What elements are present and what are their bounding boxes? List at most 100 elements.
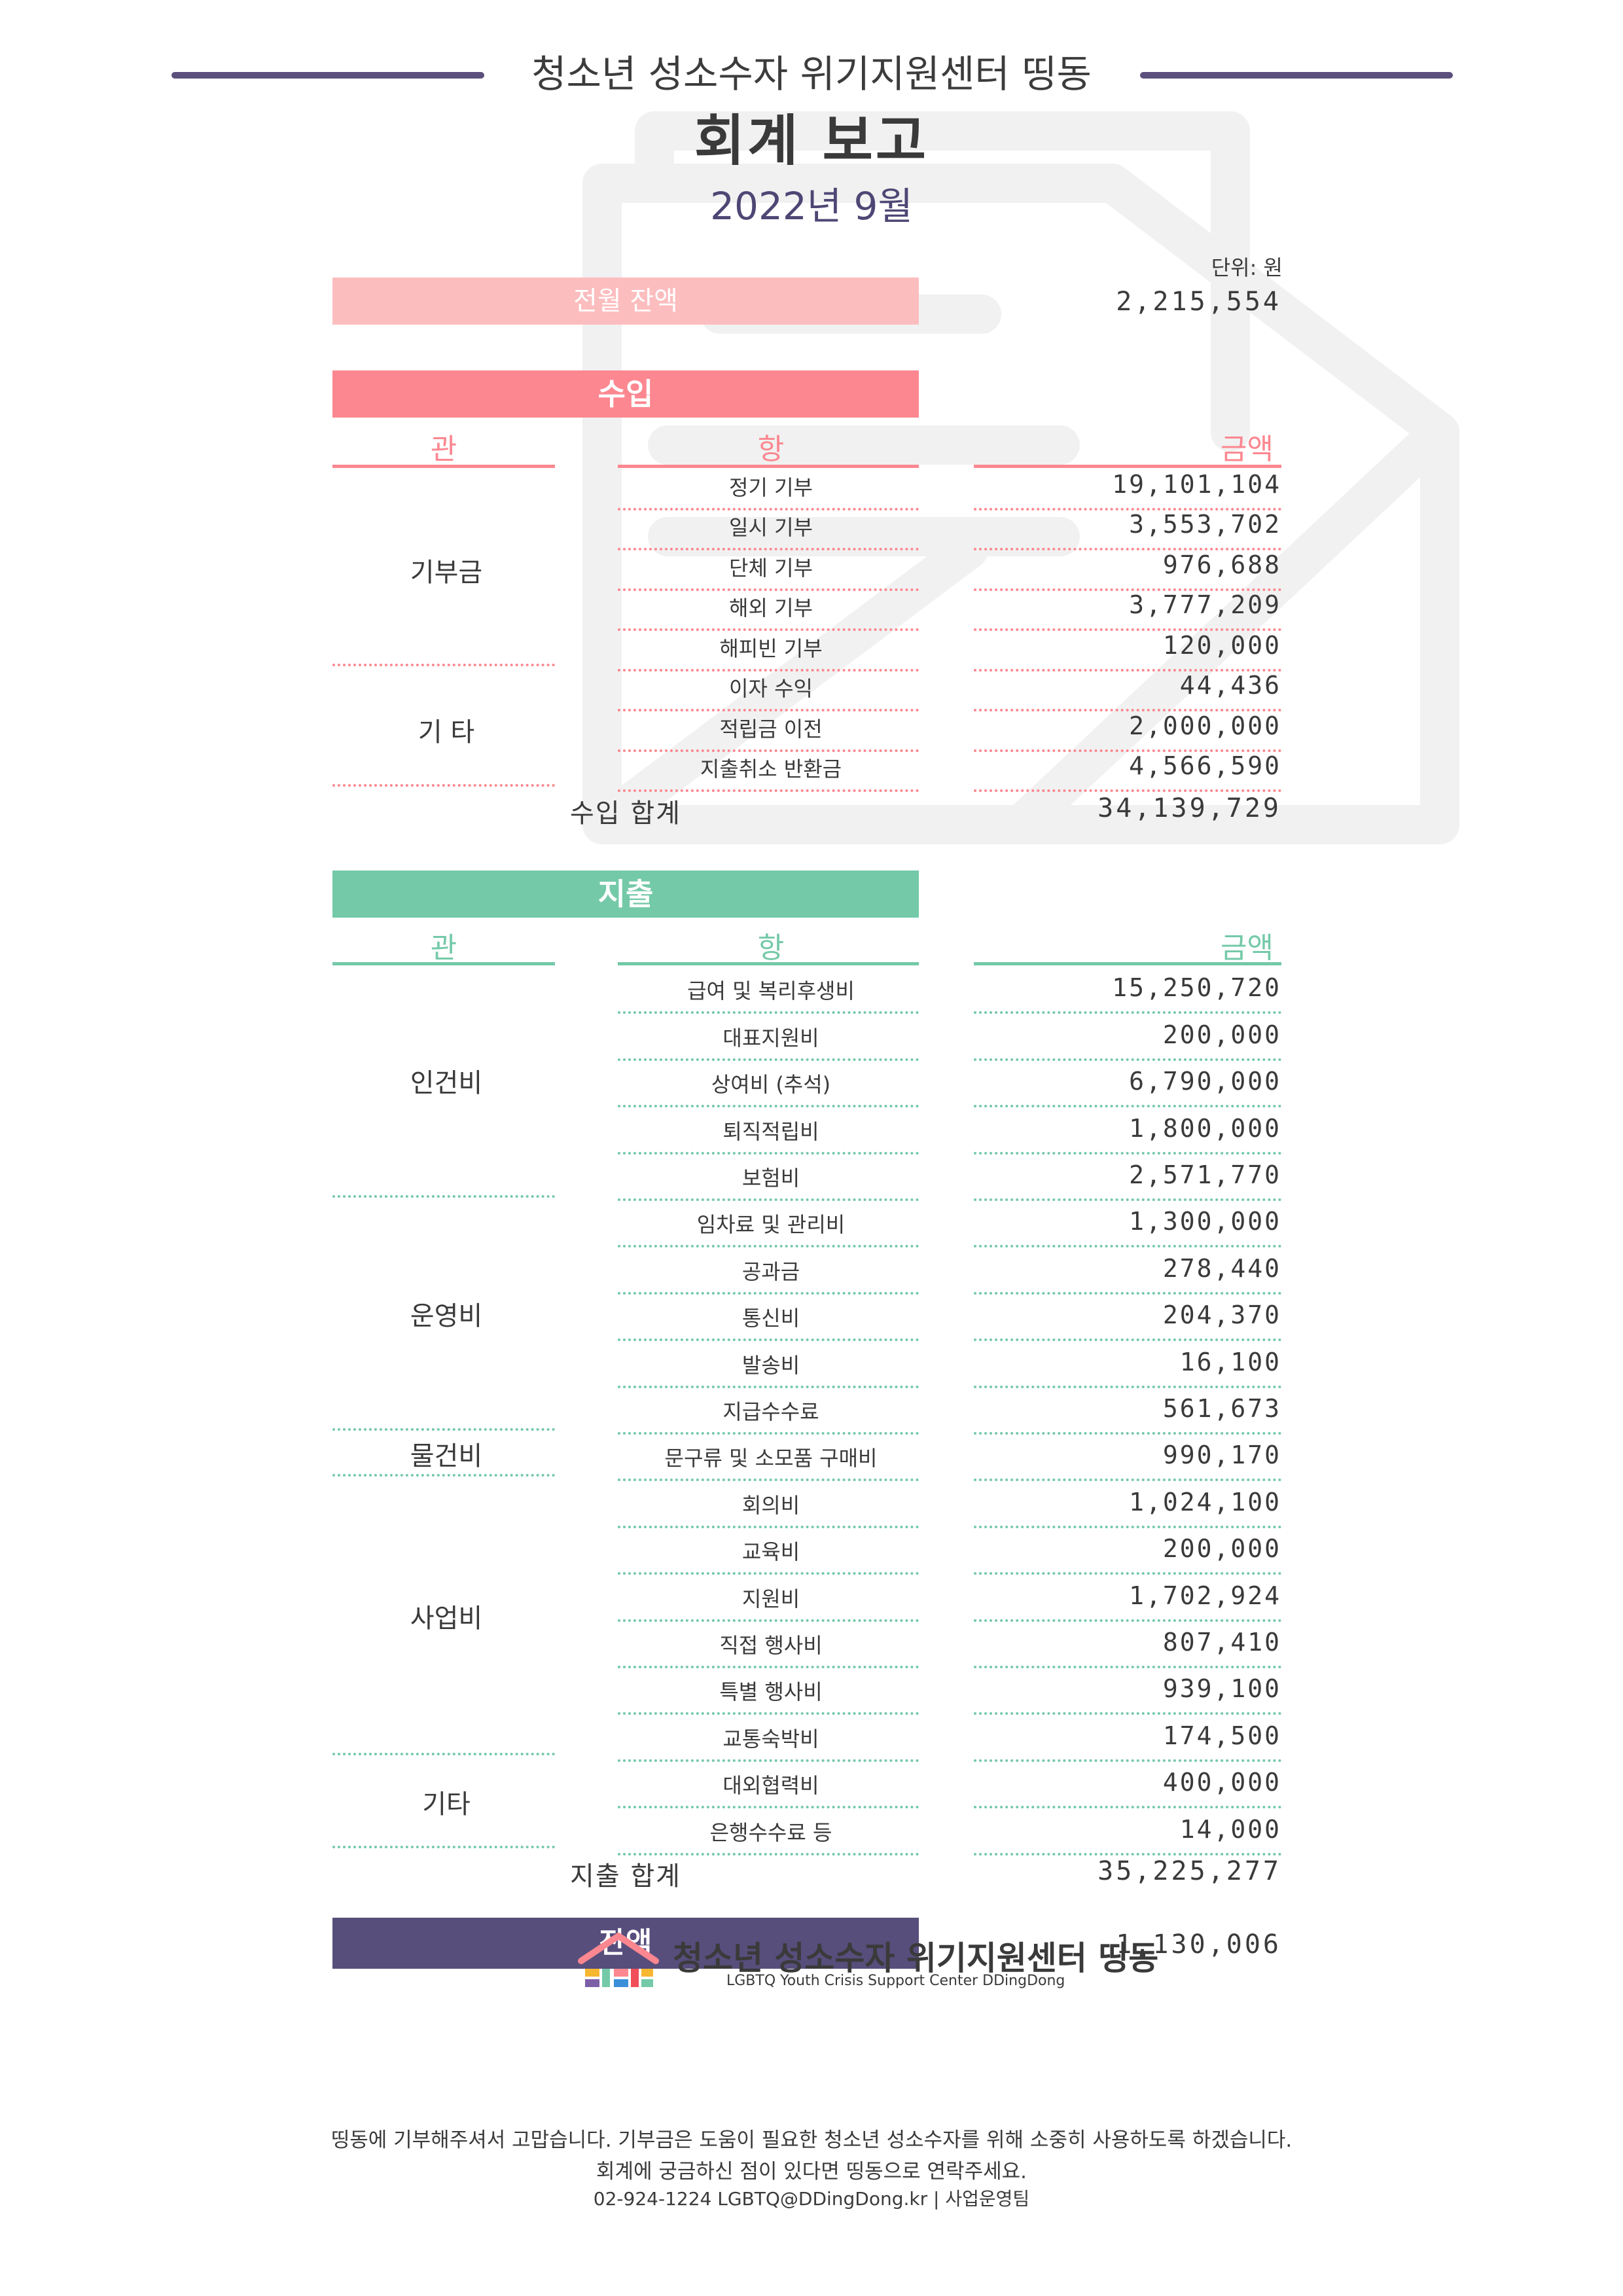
income-row-divider [618,709,919,711]
income-row-divider [618,548,919,550]
expense-item-amount: 2,571,770 [1129,1160,1281,1189]
expense-category-divider [332,1753,555,1755]
expense-item-amount: 174,500 [1162,1721,1281,1750]
expense-item-name: 회의비 [741,1492,800,1518]
expense-item-amount: 14,000 [1179,1814,1281,1844]
footer-logo-subtitle: LGBTQ Youth Crisis Support Center DDingD… [726,1973,1065,1989]
expense-item-name: 교통숙박비 [722,1726,819,1751]
income-item-amount: 4,566,590 [1129,751,1281,780]
income-item-amount: 120,000 [1162,630,1281,660]
income-item-amount: 976,688 [1162,550,1281,579]
expense-row-divider [618,1291,919,1295]
expense-row-divider [974,1666,1281,1668]
expense-item-amount: 16,100 [1179,1347,1281,1376]
expense-item-name: 공과금 [741,1259,800,1284]
income-item-amount: 2,000,000 [1129,711,1281,740]
expense-item-amount: 278,440 [1162,1253,1281,1283]
expense-item-name: 상여비 (추석) [711,1072,831,1098]
expense-row-divider [974,1011,1281,1014]
expense-item-amount: 200,000 [1162,1534,1281,1564]
expense-item-amount: 204,370 [1162,1300,1281,1330]
expense-item-amount: 939,100 [1162,1674,1281,1704]
income-bar: 수입 [332,370,919,418]
expense-row-divider [618,1479,919,1482]
expense-item-amount: 561,673 [1162,1394,1281,1423]
prev-balance-bar: 전월 잔액 [332,278,919,325]
expense-col-hang: 항 [757,931,785,965]
expense-row-divider [618,1759,919,1762]
income-row-divider [974,668,1281,672]
expense-row-divider [618,1806,919,1809]
income-item-amount: 44,436 [1179,671,1281,700]
expense-item-name: 임차료 및 관리비 [696,1212,846,1238]
expense-row-divider [974,1525,1281,1528]
expense-total-amount: 35,225,277 [1097,1856,1281,1886]
income-total-label: 수입 합계 [570,798,681,829]
expense-col-line-amount [974,962,1281,965]
income-item-name: 해외 기부 [729,596,813,620]
expense-category-supplies: 물건비 [410,1441,483,1471]
income-total-amount: 34,139,729 [1097,793,1281,823]
expense-item-name: 교육비 [741,1539,800,1565]
expense-item-name: 급여 및 복리후생비 [687,978,855,1004]
income-category-other: 기 타 [418,717,475,747]
expense-item-name: 지급수수료 [722,1399,819,1424]
expense-row-divider [974,1432,1281,1435]
footer-logo-name: 청소년 성소수자 위기지원센터 띵동 [673,1939,1159,1977]
expense-item-amount: 6,790,000 [1129,1067,1281,1096]
expense-row-divider [618,1338,919,1342]
expense-category-divider [332,1195,555,1198]
expense-row-divider [974,1712,1281,1715]
income-category-divider [332,664,555,666]
expense-item-amount: 15,250,720 [1112,973,1281,1003]
income-row-divider [618,789,919,792]
expense-item-amount: 990,170 [1162,1441,1281,1470]
expense-item-amount: 807,410 [1162,1628,1281,1657]
expense-category-divider [332,1474,555,1477]
org-name: 청소년 성소수자 위기지원센터 띵동 [531,52,1092,96]
income-item-name: 적립금 이전 [719,716,823,742]
income-item-amount: 3,553,702 [1129,510,1281,539]
income-category-divider [332,784,555,787]
income-col-line-gwan [332,465,555,468]
expense-row-divider [618,1432,919,1435]
unit-label: 단위: 원 [1211,255,1283,280]
expense-row-divider [618,1666,919,1668]
expense-item-name: 발송비 [741,1352,800,1378]
expense-row-divider [974,1619,1281,1622]
header-line-right [1140,72,1453,79]
expense-item-amount: 1,300,000 [1129,1207,1281,1236]
expense-col-line-gwan [332,962,555,965]
income-row-divider [974,588,1281,591]
footer-contact: 02-924-1224 LGBTQ@DDingDong.kr | 사업운영팀 [593,2188,1030,2210]
expense-title: 지출 [597,876,654,912]
income-row-divider [618,507,919,511]
expense-category-divider [332,1428,555,1431]
expense-item-name: 보험비 [741,1166,800,1191]
income-col-amount: 금액 [1221,433,1274,466]
expense-row-divider [618,1105,919,1108]
expense-item-amount: 1,800,000 [1129,1113,1281,1143]
expense-row-divider [618,1151,919,1155]
header-line-left [171,72,484,79]
expense-category-other: 기타 [422,1789,471,1820]
income-col-hang: 항 [757,433,785,466]
expense-row-divider [618,1852,919,1856]
expense-total-label: 지출 합계 [570,1861,681,1892]
expense-row-divider [974,1385,1281,1388]
expense-item-name: 직접 행사비 [719,1633,823,1658]
ddingdong-logo-icon [578,1933,659,1987]
income-item-amount: 19,101,104 [1112,469,1281,499]
expense-item-name: 퇴직적립비 [722,1119,819,1144]
income-item-name: 일시 기부 [729,515,813,540]
expense-item-name: 통신비 [741,1306,800,1331]
expense-item-amount: 200,000 [1162,1020,1281,1049]
expense-row-divider [618,1572,919,1575]
expense-row-divider [974,1151,1281,1155]
income-row-divider [618,628,919,631]
income-row-divider [974,548,1281,550]
income-row-divider [974,709,1281,711]
prev-balance-label: 전월 잔액 [573,286,678,316]
income-row-divider [618,668,919,672]
expense-category-operation: 운영비 [410,1301,483,1331]
